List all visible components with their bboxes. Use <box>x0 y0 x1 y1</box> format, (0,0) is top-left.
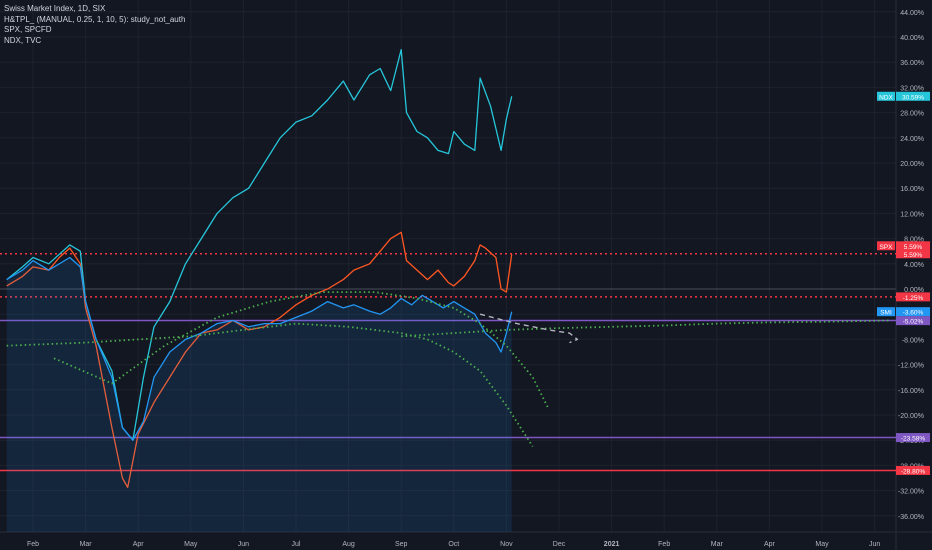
x-tick-label: Nov <box>500 541 513 548</box>
price-label <box>896 307 930 317</box>
y-tick-label: -16.00% <box>898 388 924 395</box>
price-label-text: 5.59% <box>904 244 923 251</box>
y-tick-label: 36.00% <box>900 60 924 67</box>
price-labels: NDX 30.59% 5.59% SPX 5.59% -1.25% SMI -3.60% -5.… <box>877 91 930 475</box>
y-tick-label: -8.00% <box>902 337 924 344</box>
price-label <box>896 91 930 101</box>
price-label <box>896 249 930 259</box>
series-line-spx[interactable] <box>6 231 513 489</box>
x-tick-label: Dec <box>553 541 566 548</box>
x-tick-label: Oct <box>448 541 459 548</box>
y-tick-label: 20.00% <box>900 161 924 168</box>
price-label-text: 5.59% <box>904 252 923 259</box>
x-tick-label: Sep <box>395 541 408 548</box>
price-label <box>896 241 930 251</box>
y-tick-label: 44.00% <box>900 10 924 17</box>
x-tick-label: Mar <box>80 541 93 548</box>
price-label-text: -28.80% <box>901 468 925 475</box>
price-label-text: -23.58% <box>901 436 925 443</box>
price-label-text: -5.02% <box>903 319 924 326</box>
y-tick-label: -12.00% <box>898 363 924 370</box>
x-tick-label: Jun <box>869 541 880 548</box>
series-area-smi <box>6 257 512 532</box>
y-tick-label: 16.00% <box>900 186 924 193</box>
y-tick-label: -36.00% <box>898 514 924 521</box>
y-tick-label: 28.00% <box>900 111 924 118</box>
legend-indicator[interactable]: H&TPL_ (MANUAL, 0.25, 1, 10, 5): study_n… <box>4 14 186 24</box>
price-tag-smi <box>877 307 895 317</box>
price-label <box>896 292 930 302</box>
x-tick-label: Feb <box>27 541 39 548</box>
series-line-projection[interactable] <box>479 313 579 344</box>
x-tick-label: Aug <box>342 541 355 548</box>
price-label-text: 30.59% <box>902 94 924 101</box>
y-tick-label: 4.00% <box>904 262 924 269</box>
horizontal-lines <box>0 253 896 472</box>
series-line-smi[interactable] <box>6 256 513 441</box>
price-label-text: -1.25% <box>903 295 924 302</box>
y-tick-label: 12.00% <box>900 211 924 218</box>
price-tag-spx <box>877 241 895 251</box>
price-tag-text: SMI <box>880 310 892 317</box>
series-line-fit-lower[interactable] <box>6 322 534 447</box>
y-tick-label: 8.00% <box>904 237 924 244</box>
legend-title[interactable]: Swiss Market Index, 1D, SIX <box>4 4 106 13</box>
x-tick-label: Apr <box>764 541 776 548</box>
y-tick-label: 32.00% <box>900 85 924 92</box>
price-tag-text: NDX <box>879 94 893 101</box>
legend-spx[interactable]: SPX, SPCFD <box>4 25 52 34</box>
price-label <box>896 465 930 475</box>
x-tick-label: Feb <box>658 541 670 548</box>
price-tag-text: SPX <box>879 244 893 251</box>
y-tick-label: 40.00% <box>900 35 924 42</box>
chart-legend: Swiss Market Index, 1D, SIX H&TPL_ (MANU… <box>4 4 185 46</box>
y-tick-label: -20.00% <box>898 413 924 420</box>
x-tick-label: 2021 <box>604 541 620 548</box>
x-tick-label: Jun <box>238 541 249 548</box>
x-tick-label: Mar <box>711 541 724 548</box>
x-tick-label: May <box>184 541 198 548</box>
x-tick-label: May <box>815 541 829 548</box>
price-label <box>896 316 930 326</box>
price-label-text: -3.60% <box>903 310 924 317</box>
series-group <box>6 48 891 532</box>
x-axis[interactable]: Feb Mar Apr May Jun Jul Aug Sep Oct Nov Dec 2021 Feb… <box>27 541 880 548</box>
legend-ndx[interactable]: NDX, TVC <box>4 35 42 45</box>
y-tick-label: -32.00% <box>898 489 924 496</box>
y-tick-label: 0.00% <box>904 287 924 294</box>
y-tick-label: 24.00% <box>900 136 924 143</box>
price-label <box>896 433 930 443</box>
x-tick-label: Apr <box>133 541 145 548</box>
price-tag-ndx <box>877 91 895 101</box>
x-tick-label: Jul <box>292 541 301 548</box>
